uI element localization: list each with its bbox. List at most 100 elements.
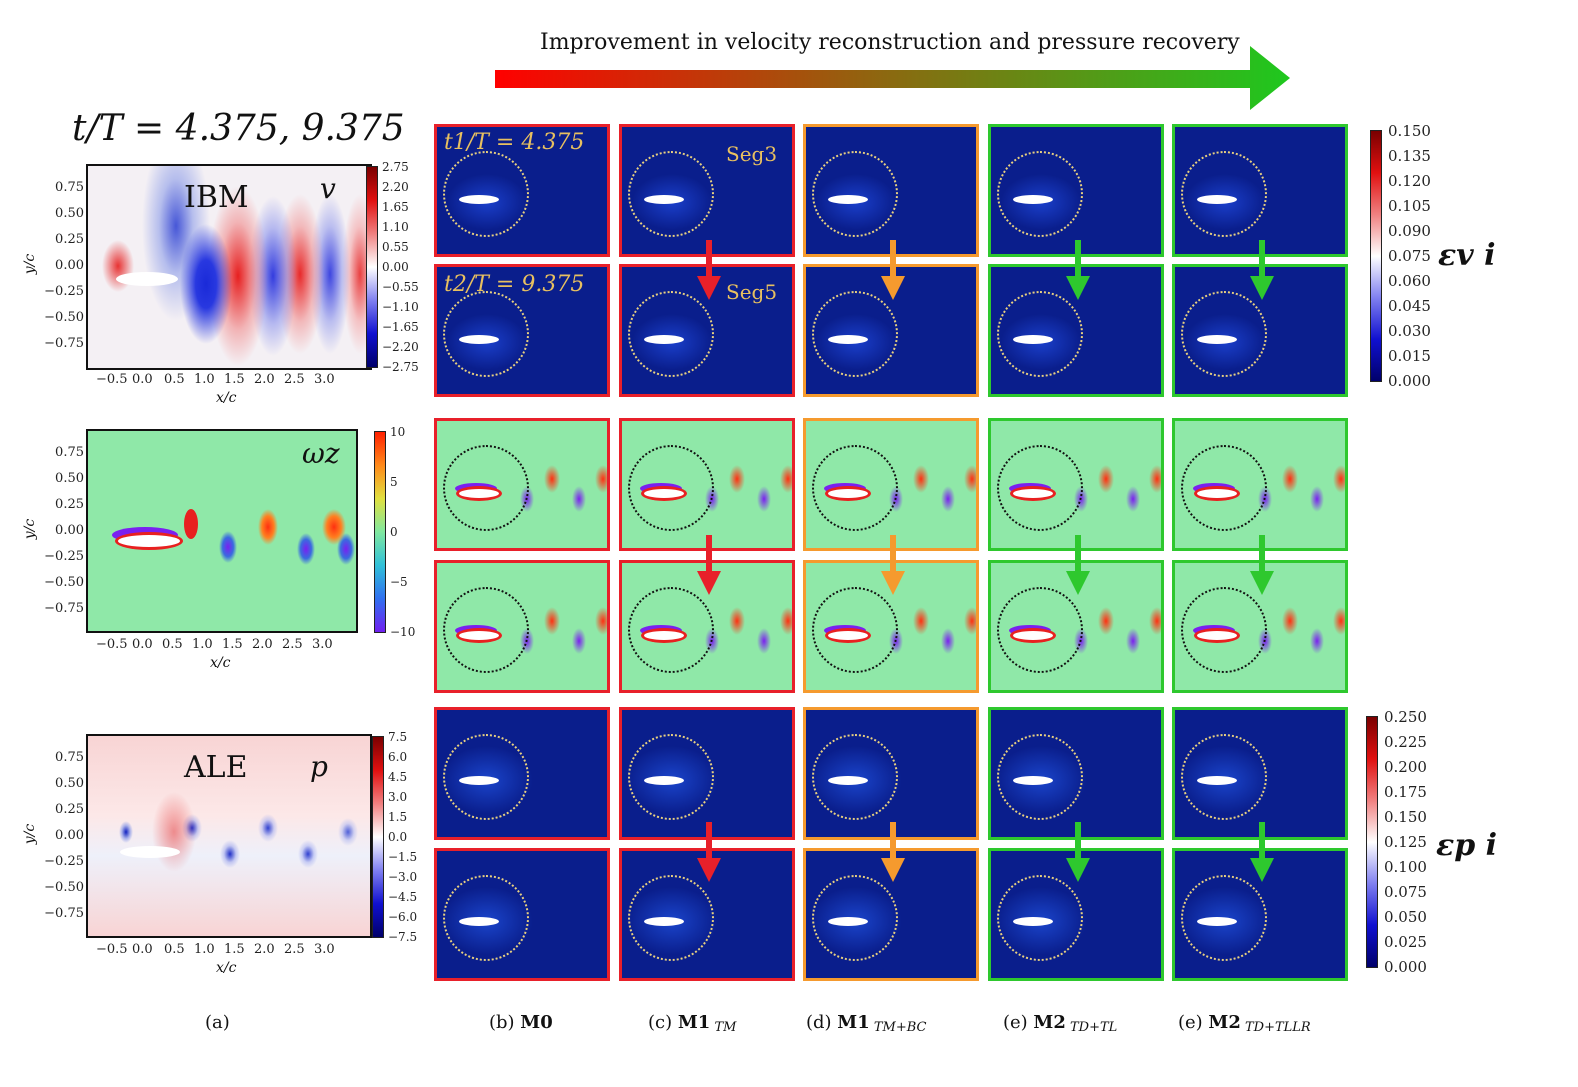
region-circle	[628, 734, 714, 820]
p-field-plot: ALE p	[86, 734, 372, 938]
cbar-tick: 0.075	[1384, 883, 1427, 901]
xtick: 2.5	[284, 372, 305, 387]
cbar-tick: 0.000	[1384, 958, 1427, 976]
grid-cell-d-3	[803, 418, 979, 551]
grid-cell-e2-1	[1172, 124, 1348, 257]
caption-suffix: TM	[710, 1020, 737, 1035]
ytick: 0.25	[55, 232, 84, 247]
v-colorbar	[366, 166, 378, 368]
ytick: 0.00	[55, 258, 84, 273]
region-circle	[1181, 291, 1267, 377]
v-tag: IBM	[184, 180, 249, 215]
down-arrow-icon	[881, 240, 905, 300]
grid-cell-e1-3	[988, 418, 1164, 551]
xtick: 2.5	[284, 942, 305, 957]
xtick: 2.5	[282, 637, 303, 652]
airfoil	[120, 846, 180, 858]
time-label: t/T = 4.375, 9.375	[72, 108, 405, 149]
caption-prefix: (e)	[1178, 1012, 1209, 1033]
cbar-tick: 0.55	[382, 240, 409, 254]
cbar-tick: 4.5	[388, 770, 408, 784]
grid-cell-b-4	[434, 560, 610, 693]
cbar-tick: 0.175	[1384, 783, 1427, 801]
cbar-tick: 0.025	[1384, 933, 1427, 951]
region-circle	[628, 445, 714, 531]
cbar-tick: 0.225	[1384, 733, 1427, 751]
ytick: 0.25	[55, 497, 84, 512]
panel-p: ALE p y/c 0.75 0.50 0.25 0.00 −0.25 −0.5…	[20, 730, 420, 980]
w-xticks: −0.5 0.0 0.5 1.0 1.5 2.0 2.5 3.0	[96, 637, 366, 653]
region-circle	[997, 445, 1083, 531]
cbar-tick: 0.045	[1388, 297, 1431, 315]
grid-cell-e1-1	[988, 124, 1164, 257]
cbar-tick: 0.250	[1384, 708, 1427, 726]
cbar-tick: 0.200	[1384, 758, 1427, 776]
cbar-tick: 0.030	[1388, 322, 1431, 340]
cbar-tick: 0	[390, 525, 398, 539]
cbar-tick: −6.0	[388, 910, 418, 924]
cbar-tick: 0.090	[1388, 222, 1431, 240]
caption-model: M2	[1033, 1012, 1066, 1033]
improvement-arrow	[495, 46, 1290, 110]
region-circle	[443, 587, 529, 673]
region-circle	[1181, 875, 1267, 961]
caption-e2: (e) M2 TD+TLLR	[1178, 1012, 1311, 1035]
cbar-tick: 0.0	[388, 830, 408, 844]
caption-b: (b) M0	[489, 1012, 553, 1033]
cbar-tick: −2.20	[382, 340, 419, 354]
xtick: 3.0	[314, 372, 335, 387]
caption-c: (c) M1 TM	[648, 1012, 736, 1035]
down-arrow-icon	[1066, 240, 1090, 300]
caption-model: M2	[1208, 1012, 1241, 1033]
grid-cell-d-5	[803, 707, 979, 840]
grid-cell-d-1	[803, 124, 979, 257]
xtick: 1.0	[192, 637, 213, 652]
cbar-tick: 1.10	[382, 220, 409, 234]
cbar-tick: 3.0	[388, 790, 408, 804]
cbar-tick: 0.100	[1384, 858, 1427, 876]
xtick: 3.0	[312, 637, 333, 652]
airfoil	[118, 535, 180, 547]
cbar-tick: 0.060	[1388, 272, 1431, 290]
grid-cell-b-2	[434, 264, 610, 397]
cbar-tick: 0.000	[1388, 372, 1431, 390]
region-circle	[812, 587, 898, 673]
xtick: 1.0	[194, 372, 215, 387]
grid-cell-b-6	[434, 848, 610, 981]
grid-cell-b-5	[434, 707, 610, 840]
w-symbol: ωz	[302, 437, 340, 470]
ytick: −0.25	[44, 854, 84, 869]
panel-w: ωz y/c 0.75 0.50 0.25 0.00 −0.25 −0.50 −…	[20, 425, 420, 675]
down-arrow-icon	[697, 240, 721, 300]
vortex-curl	[184, 509, 198, 539]
xtick: 1.5	[224, 942, 245, 957]
xtick: −0.5	[96, 942, 128, 957]
caption-prefix: (e)	[1003, 1012, 1034, 1033]
panel-v: IBM v y/c 0.75 0.50 0.25 0.00 −0.25 −0.5…	[20, 160, 420, 410]
ytick: −0.50	[44, 575, 84, 590]
xtick: 0.0	[132, 637, 153, 652]
cbar-tick: 6.0	[388, 750, 408, 764]
cbar-tick: 0.125	[1384, 833, 1427, 851]
v-field-plot: IBM v	[86, 164, 372, 370]
ytick: 0.00	[55, 828, 84, 843]
cbar-tick: 0.135	[1388, 147, 1431, 165]
cbar-tick: −1.10	[382, 300, 419, 314]
seg3-label: Seg3	[726, 142, 778, 166]
caption-a: (a)	[205, 1012, 230, 1033]
p-xticks: −0.5 0.0 0.5 1.0 1.5 2.0 2.5 3.0	[96, 942, 376, 958]
region-circle	[443, 734, 529, 820]
w-xlabel: x/c	[210, 655, 231, 671]
ev-label: εv i	[1438, 238, 1496, 273]
region-circle	[443, 151, 529, 237]
ytick: −0.50	[44, 310, 84, 325]
xtick: 2.0	[252, 637, 273, 652]
caption-suffix: TM+BC	[869, 1020, 927, 1035]
grid-cell-e2-6	[1172, 848, 1348, 981]
grid-cell-b-1	[434, 124, 610, 257]
grid-cell-e2-3	[1172, 418, 1348, 551]
xtick: 1.5	[222, 637, 243, 652]
ytick: −0.25	[44, 284, 84, 299]
grid-cell-e2-5	[1172, 707, 1348, 840]
ytick: −0.50	[44, 880, 84, 895]
